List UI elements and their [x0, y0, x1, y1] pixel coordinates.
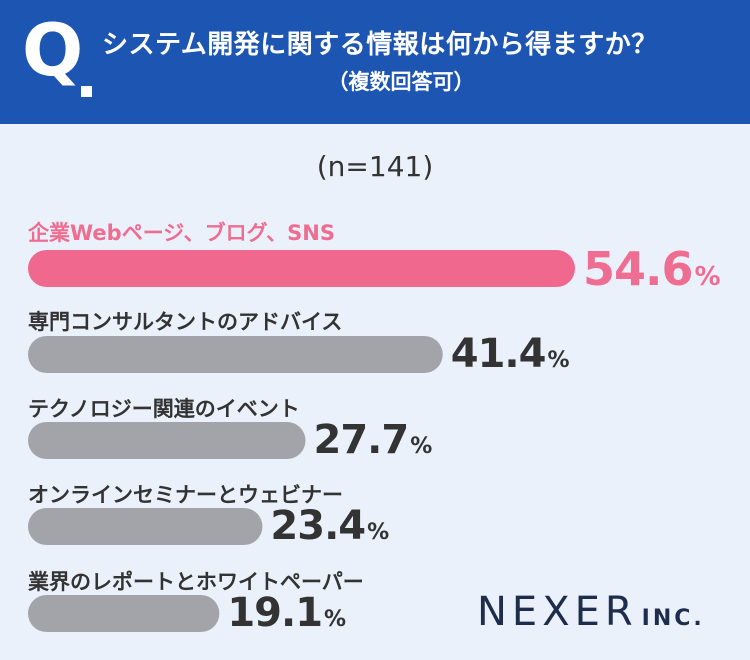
value-label: 27.7%	[314, 420, 433, 460]
bar	[28, 250, 575, 287]
bar	[28, 508, 263, 545]
value-unit: %	[694, 262, 721, 292]
value-unit: %	[324, 607, 347, 632]
value-label: 19.1%	[227, 593, 346, 633]
sample-size: (n=141)	[316, 150, 434, 183]
question-header: Q システム開発に関する情報は何から得ますか？ （複数回答可）	[0, 0, 750, 124]
nexer-logo: NEXER INC.	[477, 592, 705, 632]
value-number: 23.4	[270, 503, 366, 549]
category-label: テクノロジー関連のイベント	[28, 397, 300, 421]
logo-brand: NEXER	[477, 589, 638, 635]
value-unit: %	[547, 348, 570, 373]
value-number: 27.7	[313, 417, 410, 463]
question-mark-dot	[81, 86, 92, 97]
category-label: 企業Webページ、ブログ、SNS	[28, 221, 335, 245]
value-unit: %	[410, 434, 433, 459]
category-label: オンラインセミナーとウェビナー	[28, 483, 343, 507]
bar	[28, 422, 306, 459]
logo-suffix: INC.	[641, 606, 705, 631]
value-label: 54.6%	[583, 246, 721, 292]
question-subtitle: （複数回答可）	[327, 70, 475, 94]
category-label: 専門コンサルタントのアドバイス	[28, 310, 343, 334]
value-number: 54.6	[583, 242, 693, 296]
question-mark: Q	[22, 8, 84, 92]
value-unit: %	[367, 520, 390, 545]
value-number: 19.1	[227, 590, 323, 636]
value-label: 41.4%	[451, 334, 570, 374]
bar	[28, 336, 443, 373]
value-label: 23.4%	[270, 506, 389, 546]
bar	[28, 595, 220, 632]
question-title: システム開発に関する情報は何から得ますか？	[102, 30, 658, 60]
category-label: 業界のレポートとホワイトペーパー	[28, 570, 364, 594]
value-number: 41.4	[450, 331, 547, 377]
